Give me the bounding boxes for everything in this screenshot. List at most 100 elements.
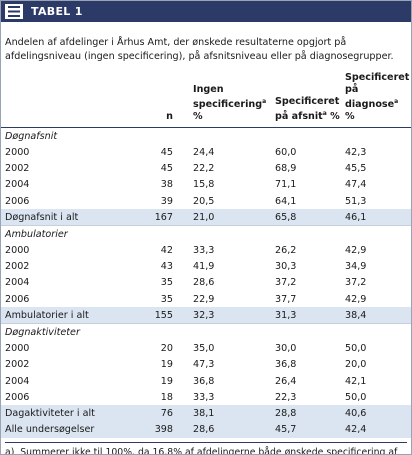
data-row: 2002 19 47,3 36,8 20,0 [1, 357, 411, 373]
cell: 43 [160, 261, 173, 273]
cell: 19 [160, 359, 173, 371]
cell: 38,1 [193, 405, 275, 422]
cell: 19 [160, 375, 173, 387]
header-cell: Ingen specificeringa % [193, 72, 275, 129]
cell: Døgnafsnit i alt [1, 209, 141, 226]
cell: 24,4 [193, 146, 215, 158]
data-row: 2004 19 36,8 26,4 42,1 [1, 373, 411, 389]
cell: 34,9 [345, 261, 367, 273]
header-row: n Ingen specificeringa % Specificeret på a… [1, 72, 411, 129]
cell: 50,0 [345, 343, 367, 355]
cell: 2000 [5, 245, 30, 257]
cell: 15,8 [193, 179, 215, 191]
cell: 2000 [5, 343, 30, 355]
cell: 37,2 [345, 277, 367, 289]
cell: 30,3 [275, 261, 297, 273]
data-row: 2004 38 15,8 71,1 47,4 [1, 177, 411, 193]
cell: 45 [160, 163, 173, 175]
cell: 42,9 [345, 293, 367, 305]
cell: 26,4 [275, 375, 297, 387]
caption: Andelen af afdelinger i Århus Amt, der ø… [5, 37, 394, 62]
data-row: 2004 35 28,6 37,2 37,2 [1, 275, 411, 291]
cell: 20,5 [193, 195, 215, 207]
cell: 20 [160, 343, 173, 355]
cell: 35 [160, 293, 173, 305]
data-row: 2002 45 22,2 68,9 45,5 [1, 161, 411, 177]
section-row: Døgnafsnit [1, 127, 411, 145]
cell: 33,3 [193, 391, 215, 403]
cell: 35,0 [193, 343, 215, 355]
cell: 22,2 [193, 163, 215, 175]
header-footnote-ref: a [262, 98, 267, 105]
cell: 76 [141, 405, 193, 422]
cell: 32,3 [193, 307, 275, 324]
cell: 2002 [5, 163, 30, 175]
cell: 30,0 [275, 343, 297, 355]
cell: 33,3 [193, 245, 215, 257]
grand-total-row: Alle undersøgelser 398 28,6 45,7 42,4 [1, 421, 411, 438]
cell: 2006 [5, 195, 30, 207]
cell: 21,0 [193, 209, 275, 226]
cell: 2006 [5, 391, 30, 403]
cell: 39 [160, 195, 173, 207]
cell: 50,0 [345, 391, 367, 403]
cell: 28,8 [275, 405, 345, 422]
footnote-marker: a) [5, 446, 15, 455]
header-cell: Specificeret på afsnita % [275, 72, 345, 129]
header-footnote-ref: a [394, 98, 399, 105]
footnote: a) Summerer ikke til 100%, da 16,8% af a… [5, 441, 407, 455]
cell: 60,0 [275, 146, 297, 158]
cell: 38,4 [345, 307, 411, 324]
cell: 26,2 [275, 245, 297, 257]
cell: 2004 [5, 179, 30, 191]
header-bar: TABEL 1 [1, 1, 411, 22]
cell: 37,7 [275, 293, 297, 305]
header-cell: n [141, 72, 193, 129]
cell: 20,0 [345, 359, 367, 371]
data-row: 2006 39 20,5 64,1 51,3 [1, 193, 411, 209]
cell: 64,1 [275, 195, 297, 207]
header-footnote-ref: a [322, 110, 327, 117]
cell: 47,4 [345, 179, 367, 191]
cell: 31,3 [275, 307, 345, 324]
cell: 41,9 [193, 261, 215, 273]
data-row: 2000 45 24,4 60,0 42,3 [1, 144, 411, 160]
cell: 42,9 [345, 245, 367, 257]
cell: 42,1 [345, 375, 367, 387]
section-title: Ambulatorier [1, 225, 411, 243]
cell: 22,9 [193, 293, 215, 305]
cell: 167 [141, 209, 193, 226]
cell: 28,6 [193, 277, 215, 289]
icon-lines [8, 6, 20, 17]
data-row: 2000 42 33,3 26,2 42,9 [1, 243, 411, 259]
data-row: 2006 35 22,9 37,7 42,9 [1, 291, 411, 307]
cell: 36,8 [193, 375, 215, 387]
cell: 68,9 [275, 163, 297, 175]
cell: 155 [141, 307, 193, 324]
cell: 37,2 [275, 277, 297, 289]
section-title: Døgnafsnit [1, 127, 411, 145]
cell: 45 [160, 146, 173, 158]
cell: 35 [160, 277, 173, 289]
cell: Dagaktiviteter i alt [1, 405, 141, 422]
cell: 71,1 [275, 179, 297, 191]
cell: 2002 [5, 261, 30, 273]
header-unit: % [345, 111, 355, 123]
footnote-text: Summerer ikke til 100%, da 16,8% af afde… [20, 446, 398, 455]
cell: 2006 [5, 293, 30, 305]
cell: 36,8 [275, 359, 297, 371]
table-title: TABEL 1 [31, 5, 83, 18]
total-row: Ambulatorier i alt 155 32,3 31,3 38,4 [1, 307, 411, 324]
cell: 22,3 [275, 391, 297, 403]
total-row: Dagaktiviteter i alt 76 38,1 28,8 40,6 [1, 405, 411, 422]
cell: 47,3 [193, 359, 215, 371]
data-row: 2002 43 41,9 30,3 34,9 [1, 259, 411, 275]
section-row: Ambulatorier [1, 225, 411, 243]
cell: Ambulatorier i alt [1, 307, 141, 324]
header-label: Specificeret på afsnit [275, 96, 340, 123]
header-label: Specificeret på diagnose [345, 72, 410, 111]
header-label: Ingen specificering [193, 84, 263, 111]
data-table: n Ingen specificeringa % Specificeret på a… [1, 72, 411, 438]
cell: 18 [160, 391, 173, 403]
